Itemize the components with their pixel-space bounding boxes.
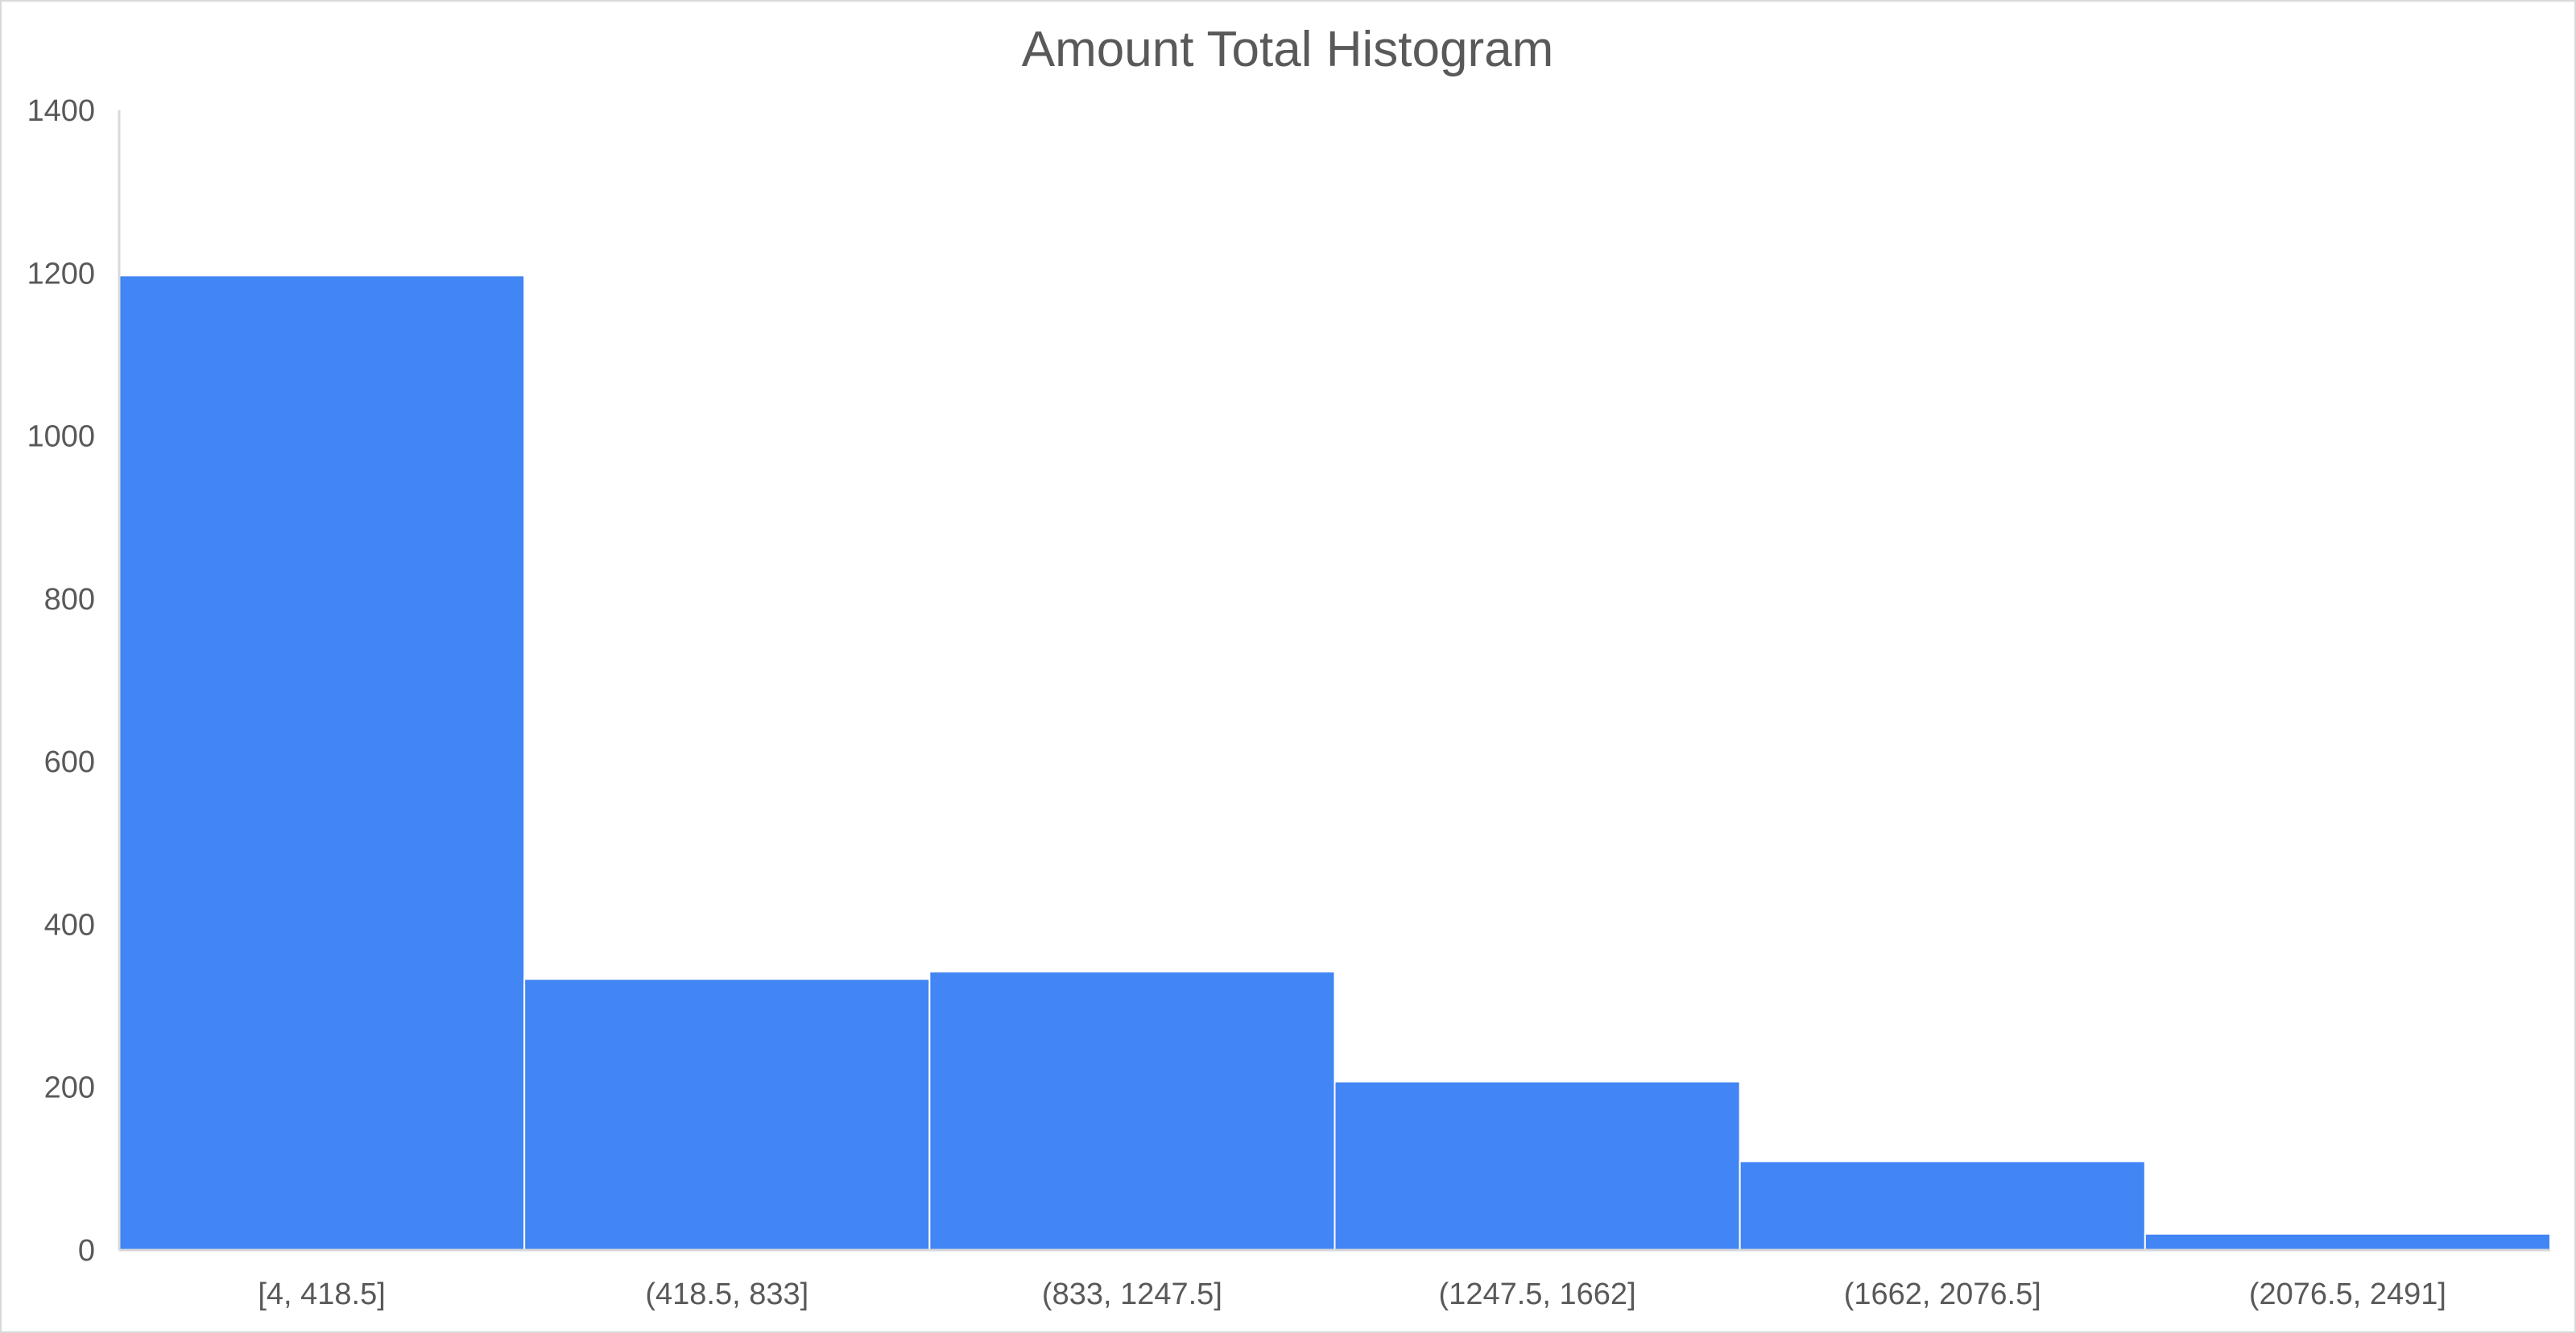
x-tick-label: (1247.5, 1662] xyxy=(1439,1277,1636,1311)
x-tick-label: (2076.5, 2491] xyxy=(2249,1277,2446,1311)
y-tick-label: 1400 xyxy=(27,94,95,128)
x-tick-label: (418.5, 833] xyxy=(645,1277,808,1311)
x-tick-label: (1662, 2076.5] xyxy=(1844,1277,2041,1311)
y-tick-label: 0 xyxy=(78,1234,95,1268)
chart-title: Amount Total Histogram xyxy=(1022,22,1553,77)
histogram-bar xyxy=(1333,1080,1741,1251)
x-tick-label: [4, 418.5] xyxy=(258,1277,385,1311)
x-tick-label: (833, 1247.5] xyxy=(1042,1277,1222,1311)
y-tick-label: 1200 xyxy=(27,257,95,291)
histogram-bar xyxy=(523,978,931,1252)
y-tick-label: 600 xyxy=(44,745,95,779)
y-tick-label: 800 xyxy=(44,583,95,617)
y-axis-ticks: 0 200 400 600 800 1000 1200 1400 xyxy=(27,94,95,1268)
histogram-bar xyxy=(928,971,1336,1251)
histogram-bar xyxy=(118,274,526,1252)
x-axis-ticks: [4, 418.5] (418.5, 833] (833, 1247.5] (1247… xyxy=(258,1277,2446,1311)
y-tick-label: 400 xyxy=(44,908,95,942)
y-tick-label: 1000 xyxy=(27,420,95,454)
histogram-bar xyxy=(2144,1232,2551,1252)
histogram-bar xyxy=(1739,1160,2146,1251)
bars xyxy=(118,274,2551,1252)
y-tick-label: 200 xyxy=(44,1071,95,1105)
